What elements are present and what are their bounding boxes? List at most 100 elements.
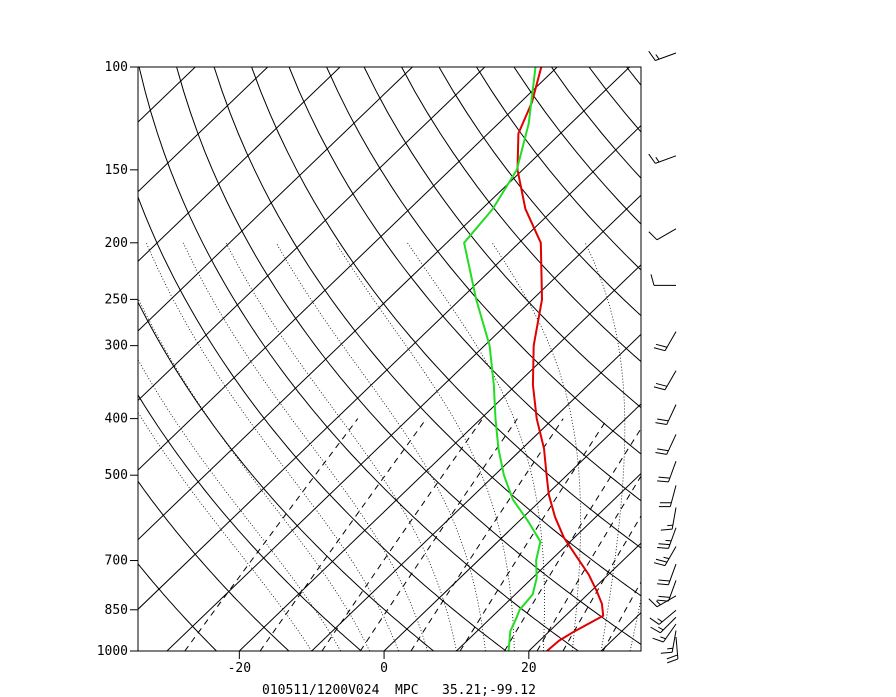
isotherm bbox=[138, 67, 413, 332]
barb-feather bbox=[653, 347, 666, 352]
moist-adiabat bbox=[491, 242, 581, 651]
barb-feather bbox=[657, 583, 669, 586]
barb-feather bbox=[655, 382, 668, 387]
barb-feather bbox=[655, 422, 667, 426]
moist-adiabat bbox=[138, 358, 341, 651]
mixing-ratio-line bbox=[359, 418, 518, 651]
pressure-tick-label: 200 bbox=[105, 236, 128, 251]
moist-adiabat bbox=[335, 242, 515, 651]
isotherm bbox=[674, 67, 896, 651]
isotherm bbox=[138, 124, 641, 610]
barb-half-feather bbox=[655, 157, 660, 163]
barb-feather bbox=[658, 543, 670, 546]
temperature-tick-label: -20 bbox=[228, 661, 251, 676]
barb-shaft bbox=[669, 485, 677, 507]
moist-adiabat bbox=[584, 242, 626, 651]
barb-half-feather bbox=[667, 647, 673, 650]
barb-half-feather bbox=[657, 618, 663, 623]
isotherm bbox=[528, 542, 641, 651]
mixing-ratio-line bbox=[321, 418, 484, 651]
dewpoint-trace bbox=[463, 67, 542, 651]
barb-feather bbox=[667, 658, 679, 664]
barb-half-feather bbox=[663, 556, 670, 560]
wind-barb bbox=[657, 563, 677, 586]
barb-feather bbox=[652, 637, 664, 643]
mixing-ratio-line bbox=[459, 418, 608, 651]
wind-barb bbox=[657, 527, 677, 549]
dry-adiabat bbox=[138, 67, 579, 651]
mixing-ratio-line bbox=[504, 427, 641, 651]
sounding-traces bbox=[463, 67, 605, 651]
mixing-ratio-line bbox=[536, 475, 641, 651]
barb-feather bbox=[655, 343, 668, 348]
isotherm bbox=[138, 67, 341, 262]
moist-adiabat bbox=[182, 242, 428, 651]
barb-feather bbox=[657, 480, 669, 483]
barb-shaft bbox=[655, 155, 677, 164]
wind-barb bbox=[653, 331, 677, 352]
dry-adiabat bbox=[363, 67, 641, 409]
barb-feather bbox=[655, 558, 668, 563]
barb-half-feather bbox=[660, 636, 666, 640]
barb-feather bbox=[648, 598, 658, 608]
barb-feather bbox=[658, 476, 670, 479]
moist-adiabat bbox=[138, 411, 313, 651]
wind-barb bbox=[666, 636, 679, 664]
barb-feather bbox=[660, 651, 673, 654]
barb-shaft bbox=[668, 527, 677, 549]
moist-adiabat bbox=[688, 243, 805, 651]
pressure-tick-label: 250 bbox=[105, 292, 128, 307]
mixing-ratio-line bbox=[410, 418, 564, 651]
isotherm bbox=[138, 67, 196, 123]
barb-feather bbox=[658, 579, 670, 582]
moist-adiabat bbox=[407, 242, 545, 651]
plot-frame bbox=[137, 66, 642, 652]
barb-shaft bbox=[671, 630, 677, 653]
temperature-tick-label: 0 bbox=[380, 661, 388, 676]
barb-shaft bbox=[658, 609, 677, 625]
barb-feather bbox=[660, 528, 673, 531]
barb-shaft bbox=[656, 228, 677, 241]
barb-shaft bbox=[660, 616, 677, 634]
pressure-tick-label: 1000 bbox=[97, 644, 128, 659]
pressure-tick-label: 500 bbox=[105, 468, 128, 483]
mixing-ratio-line bbox=[184, 418, 359, 651]
wind-barb bbox=[660, 630, 677, 654]
wind-barb bbox=[657, 461, 677, 483]
wind-barbs bbox=[648, 50, 679, 664]
barb-feather bbox=[648, 50, 656, 61]
barb-shaft bbox=[666, 404, 677, 425]
barb-shaft bbox=[664, 331, 677, 351]
mixing-ratio-line bbox=[647, 419, 775, 651]
dry-adiabat bbox=[138, 394, 362, 651]
barb-feather bbox=[657, 418, 669, 422]
isotherm bbox=[138, 67, 558, 471]
moist-adiabat bbox=[138, 297, 370, 651]
barb-feather bbox=[648, 153, 656, 164]
barb-shaft bbox=[664, 370, 677, 391]
barb-feather bbox=[657, 448, 669, 452]
isotherm bbox=[138, 67, 269, 193]
footer-label: 010511/1200V024 MPC 35.21;-99.12 bbox=[262, 683, 536, 697]
pressure-tick-label: 850 bbox=[105, 603, 128, 618]
dry-adiabat bbox=[138, 480, 290, 651]
dry-adiabat bbox=[138, 301, 434, 651]
dry-adiabat bbox=[702, 67, 896, 651]
dry-adiabat bbox=[401, 67, 641, 363]
barb-half-feather bbox=[656, 600, 661, 606]
wind-barb bbox=[660, 507, 677, 531]
dry-adiabat bbox=[326, 67, 641, 455]
dry-adiabat bbox=[213, 67, 641, 597]
thermo-grid bbox=[138, 67, 896, 651]
dry-adiabat bbox=[513, 67, 641, 225]
dry-adiabat bbox=[176, 67, 641, 646]
barb-shaft bbox=[668, 563, 677, 585]
dry-adiabat bbox=[138, 563, 217, 651]
wind-barb bbox=[649, 609, 677, 625]
wind-barb bbox=[648, 153, 677, 164]
mixing-ratio-line bbox=[562, 515, 641, 651]
dry-adiabat bbox=[626, 67, 641, 86]
wind-barb bbox=[655, 404, 677, 426]
barb-feather bbox=[666, 654, 678, 660]
